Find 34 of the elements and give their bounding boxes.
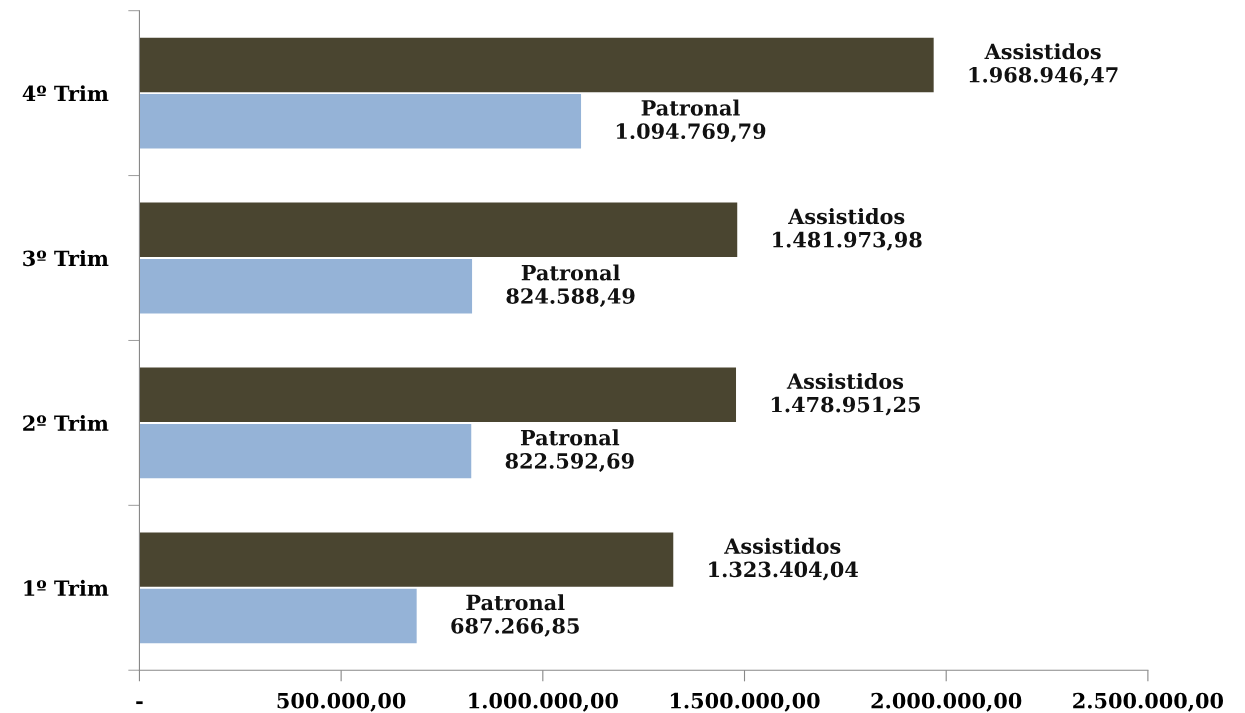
bar <box>139 532 674 587</box>
y-tick-label: 4º Trim <box>22 85 109 102</box>
x-tick-label: - <box>136 701 143 705</box>
text: Assistidos <box>786 372 904 390</box>
x-tick-label: 1.000.000,00 <box>469 692 618 712</box>
y-tick-label: 1º Trim <box>24 579 109 596</box>
text: Patronal <box>521 264 620 281</box>
text: Patronal <box>466 594 565 611</box>
data-label: 687.266,85 <box>451 617 579 637</box>
bar <box>139 588 417 644</box>
x-tick-label: 1.500.000,00 <box>670 692 820 712</box>
data-label: 1.094.769,79 <box>616 123 766 143</box>
bar <box>139 259 473 314</box>
data-label: 822.592,69 <box>505 453 634 472</box>
data-label: 1.323.404,04 <box>709 561 858 581</box>
data-label: 1.478.951,25 <box>771 396 920 416</box>
data-label: 1.968.946,47 <box>969 66 1118 86</box>
y-tick-label: 3º Trim <box>23 250 109 267</box>
data-label: 1.481.973,98 <box>773 231 922 251</box>
text: Assistidos <box>984 43 1101 60</box>
bar <box>139 202 738 258</box>
x-tick-label: 2.500.000,00 <box>1073 692 1224 712</box>
x-tick-label: 2.000.000,00 <box>871 692 1022 712</box>
text: Assistidos <box>724 537 841 554</box>
bar <box>139 423 472 479</box>
text: Assistidos <box>788 208 905 225</box>
bar <box>139 367 737 422</box>
text: Patronal <box>641 99 740 116</box>
y-tick-label: 2º Trim <box>23 414 109 431</box>
bar <box>139 94 582 149</box>
x-tick-label: 500.000,00 <box>277 692 406 712</box>
data-label: 824.588,49 <box>506 288 635 308</box>
text: Patronal <box>520 429 620 446</box>
bar <box>139 37 934 93</box>
